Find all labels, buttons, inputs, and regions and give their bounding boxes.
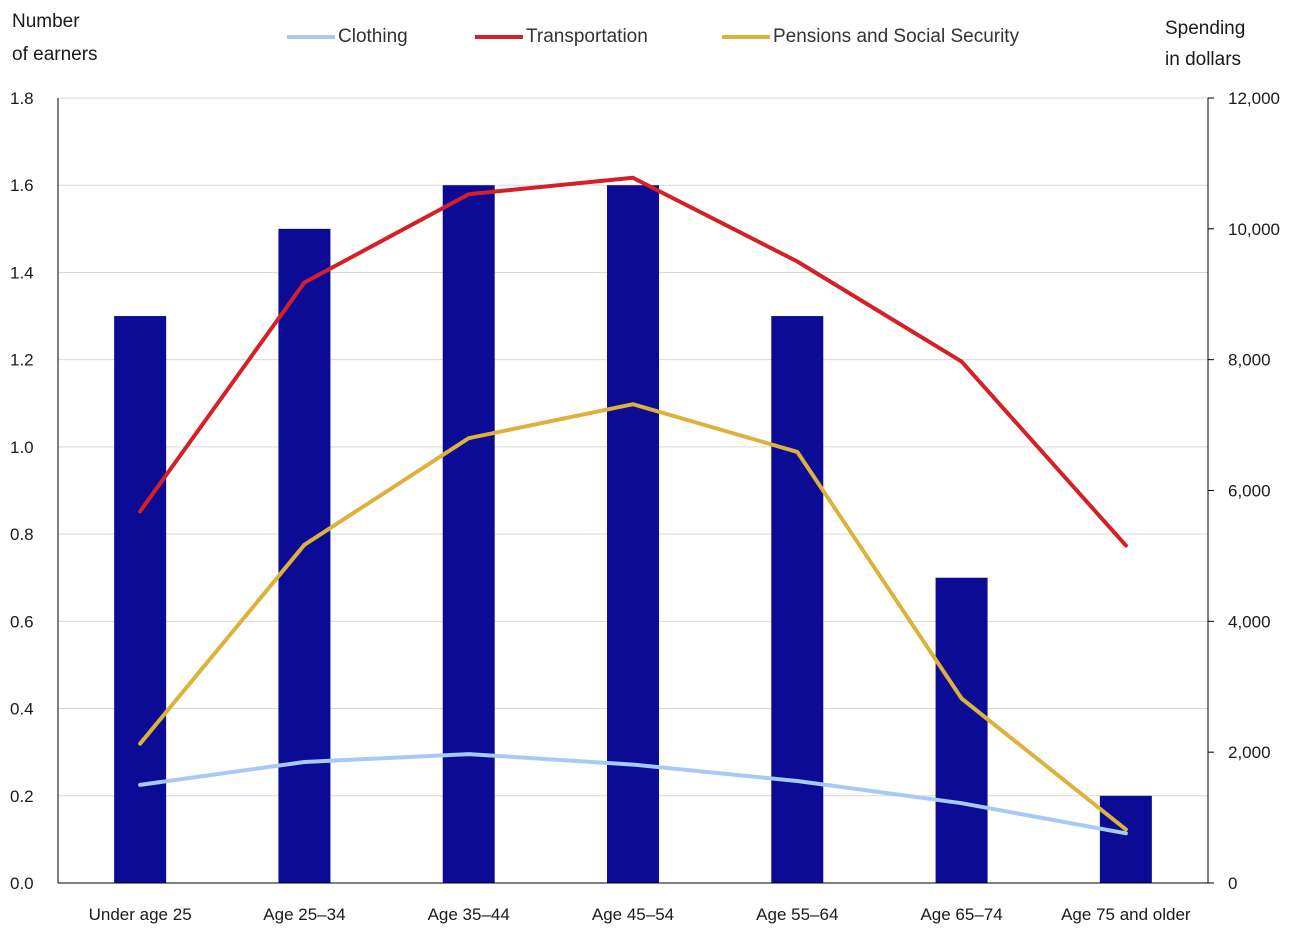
line-series — [138, 175, 1128, 836]
x-tick-label: Age 55–64 — [756, 905, 838, 924]
y-left-tick-label: 1.6 — [10, 176, 34, 195]
y-left-tick-label: 0.6 — [10, 612, 34, 631]
y-right-tick-label: 0 — [1228, 874, 1237, 893]
bar — [935, 577, 988, 883]
y-right-tick-label: 6,000 — [1228, 482, 1271, 501]
y-right-tick-label: 10,000 — [1228, 220, 1280, 239]
y-left-tick-label: 1.8 — [10, 89, 34, 108]
y-right-tick-label: 12,000 — [1228, 89, 1280, 108]
bar — [278, 228, 331, 884]
legend-label: Clothing — [338, 26, 408, 47]
x-tick-label: Age 65–74 — [920, 905, 1002, 924]
bar — [1099, 795, 1152, 883]
bar — [607, 185, 659, 883]
y-right-tick-label: 4,000 — [1228, 612, 1271, 631]
x-tick-label: Age 35–44 — [428, 905, 510, 924]
y-right-title-line1: Spending — [1165, 18, 1245, 39]
bar — [442, 185, 495, 883]
legend: Clothing Transportation Pensions and Socia… — [287, 26, 1020, 47]
x-tick-label: Age 45–54 — [592, 905, 674, 924]
y-right-tick-label: 2,000 — [1228, 743, 1271, 762]
axes — [57, 97, 1214, 884]
y-right-title-line2: in dollars — [1165, 49, 1241, 70]
tick-labels: 0.0 0.2 0.4 0.6 0.8 1.0 1.2 1.4 1.6 1.8 0 2,000 4,00… — [10, 89, 1280, 924]
line-pensions-and-social-security — [138, 402, 1128, 832]
x-tick-label: Age 75 and older — [1061, 905, 1191, 924]
y-left-title-line2: of earners — [12, 44, 98, 65]
y-left-tick-label: 0.0 — [10, 874, 34, 893]
y-left-title-line1: Number — [12, 11, 80, 32]
y-left-tick-label: 0.8 — [10, 525, 34, 544]
axis-titles: Number of earners Spending in dollars — [12, 11, 1245, 70]
y-left-tick-label: 1.2 — [10, 351, 34, 370]
legend-label: Pensions and Social Security — [773, 26, 1020, 47]
x-tick-label: Age 25–34 — [263, 905, 345, 924]
x-tick-label: Under age 25 — [89, 905, 192, 924]
y-left-tick-label: 1.0 — [10, 438, 34, 457]
y-left-tick-label: 0.2 — [10, 787, 34, 806]
bar — [771, 316, 824, 883]
legend-label: Transportation — [526, 26, 648, 47]
y-left-tick-label: 1.4 — [10, 263, 34, 282]
y-right-tick-label: 8,000 — [1228, 351, 1271, 370]
y-left-tick-label: 0.4 — [10, 700, 34, 719]
bar — [114, 316, 167, 883]
